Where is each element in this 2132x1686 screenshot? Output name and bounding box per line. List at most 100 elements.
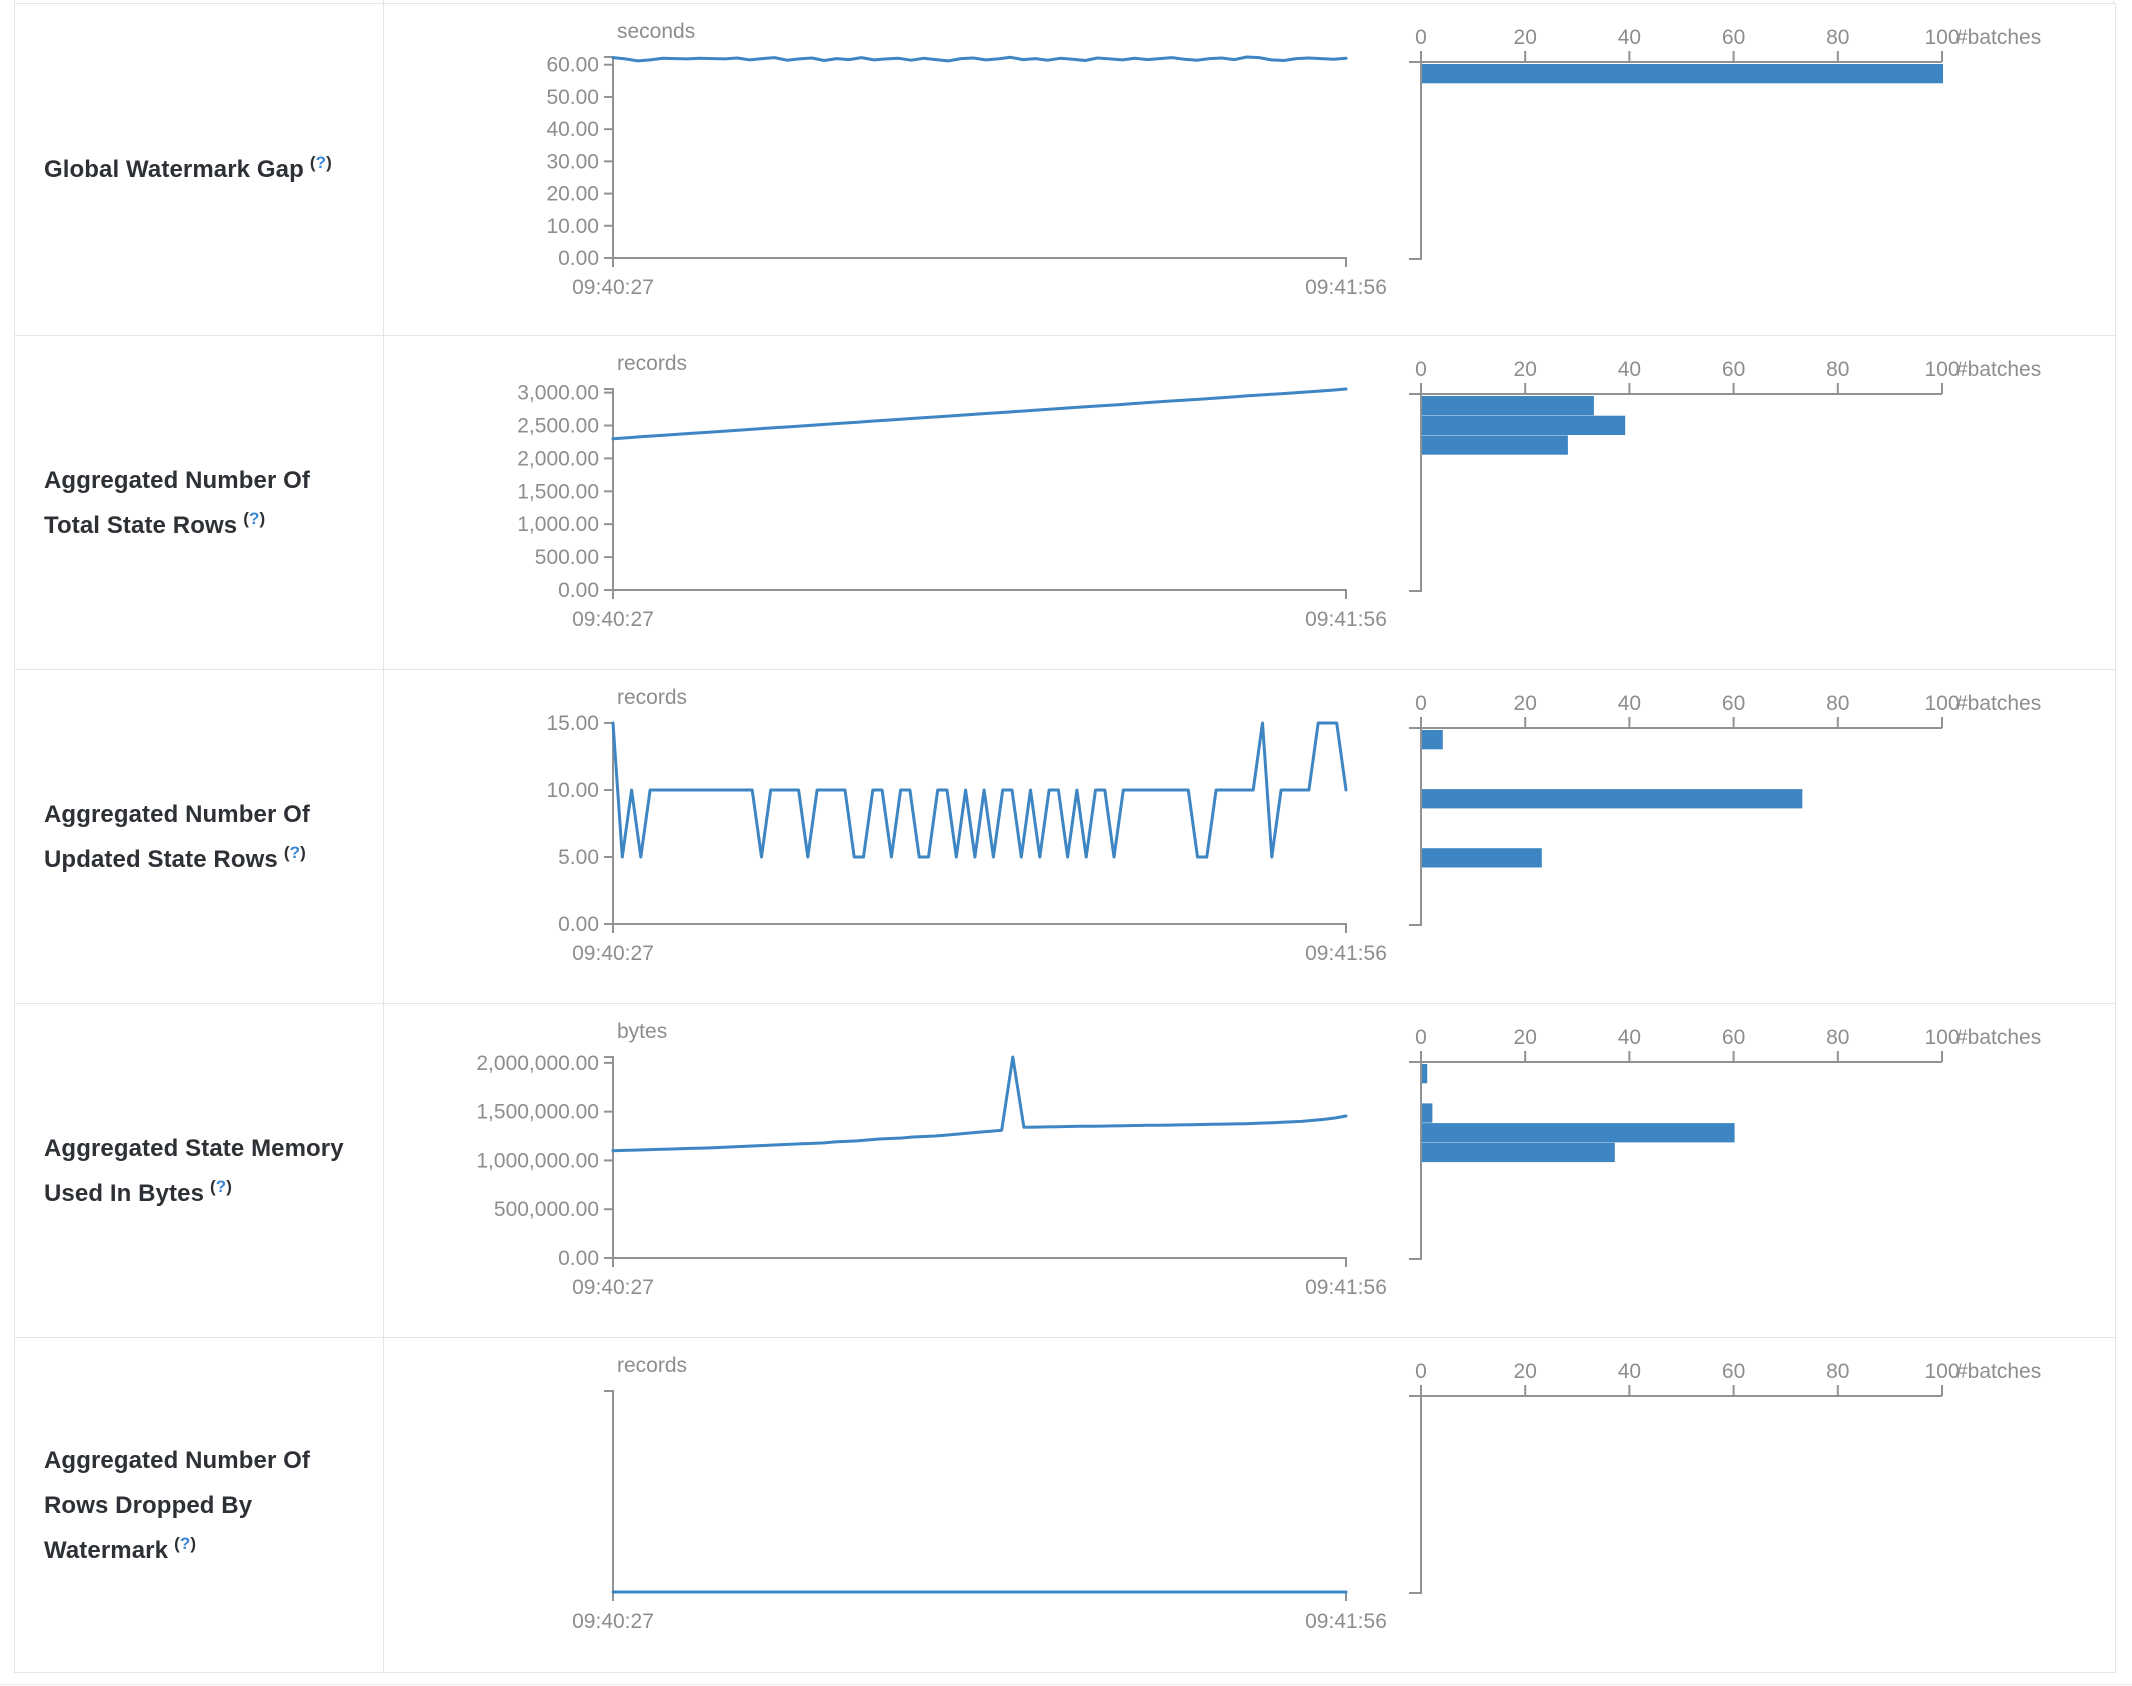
histogram-tick-label: 40 [1618,1360,1641,1383]
x-axis [612,923,1347,933]
help-link[interactable]: (?) [243,508,266,528]
histogram-axis-label: #batches [1956,1360,2041,1383]
metric-label: Aggregated Number Of Updated State Rows(… [44,792,344,882]
histogram-tick-label: 0 [1415,692,1427,715]
y-axis [604,1390,614,1592]
histogram-global-watermark-gap: 0 20 40 60 80 100#batches [1409,26,2041,260]
histogram-tick-label: 100 [1924,26,1959,49]
help-link[interactable]: (?) [210,1176,233,1196]
charts-cell: bytes 0.00 500,000.00 1,000,000.00 1,500,000… [384,1004,2115,1337]
help-link[interactable]: (?) [174,1533,197,1553]
metric-row-updated-state-rows: Aggregated Number Of Updated State Rows(… [15,670,2115,1004]
metric-label-cell: Aggregated Number Of Updated State Rows(… [15,670,384,1003]
y-axis-unit: records [617,352,687,375]
y-axis-unit: bytes [617,1020,667,1043]
metric-row-state-memory-bytes: Aggregated State Memory Used In Bytes (?)… [15,1004,2115,1338]
histogram-left-axis [1409,728,1422,926]
question-mark-icon[interactable]: ? [289,842,301,862]
y-tick-label: 1,000,000.00 [476,1149,599,1172]
y-tick-label: 5.00 [558,846,599,869]
histogram-bar [1422,1103,1433,1123]
metric-label-cell: Global Watermark Gap (?) [15,4,384,335]
metric-row-total-state-rows: Aggregated Number Of Total State Rows (?)… [15,336,2115,670]
x-tick-end: 09:41:56 [1305,608,1387,631]
y-tick-label: 10.00 [546,215,599,238]
question-mark-icon[interactable]: ? [315,153,327,172]
y-tick-label: 0.00 [558,913,599,936]
histogram-tick-label: 80 [1826,26,1849,49]
histogram-bar [1422,415,1626,435]
metric-label: Global Watermark Gap (?) [44,147,332,192]
metric-label-cell: Aggregated Number Of Total State Rows (?) [15,336,384,669]
question-mark-icon[interactable]: ? [179,1533,191,1553]
histogram-tick-label: 60 [1722,1026,1745,1049]
histogram-total-state-rows: 0 20 40 60 80 100#batches [1409,358,2041,592]
histogram-tick-label: 80 [1826,692,1849,715]
histogram-tick-label: 80 [1826,358,1849,381]
histogram-tick-label: 20 [1514,26,1537,49]
histogram-tick-label: 40 [1618,692,1641,715]
timeline-series [611,387,1348,441]
global-watermark-gap-charts: seconds 0.00 10.00 20.00 30.00 40.00 50.00 60.0… [546,20,2041,299]
y-axis [604,388,614,590]
histogram-axis-label: #batches [1956,1026,2041,1049]
metric-row-global-watermark-gap: Global Watermark Gap (?) seconds 0.00 10.00… [15,4,2115,336]
y-tick-label: 500.00 [535,546,599,569]
histogram-axis-label: #batches [1956,692,2041,715]
charts-cell: records 09:40:27 09:41:56 0 20 40 60 80 100 #batc… [384,1338,2115,1672]
histogram-tick-label: 0 [1415,1360,1427,1383]
help-link[interactable]: (?) [283,842,306,862]
histogram-tick-label: 60 [1722,26,1745,49]
x-tick-end: 09:41:56 [1305,942,1387,965]
x-axis [612,589,1347,599]
histogram-tick-label: 0 [1415,1026,1427,1049]
metric-name: Aggregated Number Of Total State Rows [44,466,311,539]
x-tick-start: 09:40:27 [572,276,654,299]
metric-label-cell: Aggregated State Memory Used In Bytes (?) [15,1004,384,1337]
histogram-tick-label: 60 [1722,692,1745,715]
question-mark-icon[interactable]: ? [248,508,260,528]
y-tick-label: 1,500,000.00 [476,1101,599,1124]
help-link[interactable]: (?) [309,153,332,172]
x-tick-start: 09:40:27 [572,608,654,631]
timeline-total-state-rows: records 0.00 500.00 1,000.00 1,500.00 2,000.0… [517,352,1387,631]
histogram-left-axis [1409,1062,1422,1260]
x-axis [612,1257,1347,1267]
charts-cell: records 0.00 500.00 1,000.00 1,500.00 2,000.0… [384,336,2115,669]
histogram-tick-label: 40 [1618,1026,1641,1049]
histogram-left-axis [1409,62,1422,260]
x-tick-end: 09:41:56 [1305,1610,1387,1633]
histogram-bar [1422,64,1943,84]
histogram-bar [1422,435,1568,455]
timeline-series [611,1055,1348,1153]
histogram-bar [1422,730,1443,750]
histogram-tick-label: 20 [1514,1026,1537,1049]
histogram-rows-dropped-by-watermark: 0 20 40 60 80 100#batches [1409,1360,2041,1594]
question-mark-icon[interactable]: ? [215,1176,227,1196]
histogram-tick-label: 20 [1514,358,1537,381]
streaming-metrics-table: Global Watermark Gap (?) seconds 0.00 10.00… [14,3,2116,1673]
histogram-tick-label: 100 [1924,1026,1959,1049]
histogram-tick-label: 80 [1826,1360,1849,1383]
y-tick-label: 15.00 [546,712,599,735]
histogram-tick-label: 40 [1618,358,1641,381]
histogram-bar [1422,1142,1615,1163]
column-divider [383,0,384,3]
y-tick-label: 1,500.00 [517,480,599,503]
charts-cell: records 0.00 5.00 10.00 15.00 09:40:27 09:41:5… [384,670,2115,1003]
y-tick-label: 1,000.00 [517,513,599,536]
y-axis-unit: records [617,1354,687,1377]
metric-name: Aggregated Number Of Updated State Rows [44,800,311,873]
charts-cell: seconds 0.00 10.00 20.00 30.00 40.00 50.00 60.0… [384,4,2115,335]
timeline-state-memory-bytes: bytes 0.00 500,000.00 1,000,000.00 1,500,000… [476,1020,1387,1299]
x-axis [612,257,1347,267]
histogram-axis-label: #batches [1956,358,2041,381]
histogram-updated-state-rows: 0 20 40 60 80 100#batches [1409,692,2041,926]
histogram-tick-label: 60 [1722,358,1745,381]
histogram-bar [1422,1123,1735,1143]
histogram-bar [1422,848,1542,868]
timeline-rows-dropped-by-watermark: records 09:40:27 09:41:56 [572,1354,1387,1633]
x-tick-start: 09:40:27 [572,1610,654,1633]
histogram-tick-label: 20 [1514,692,1537,715]
y-axis [604,722,614,924]
